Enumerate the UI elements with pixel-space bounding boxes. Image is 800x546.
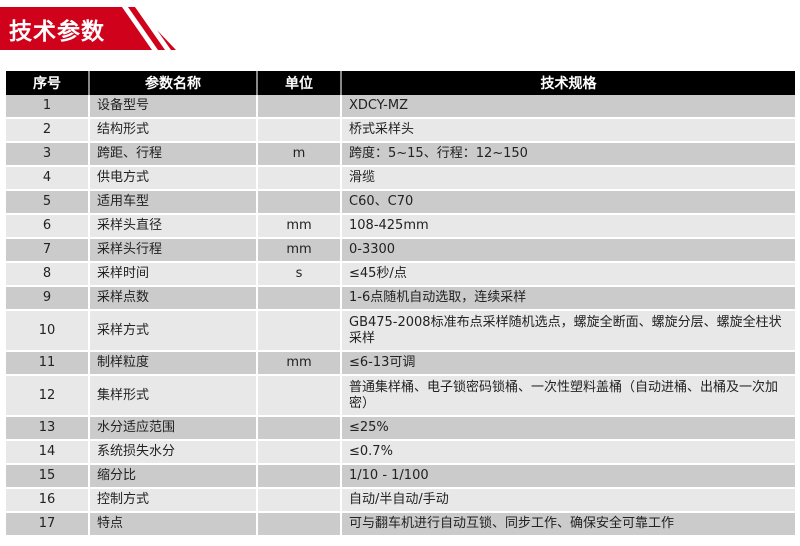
section-title: 技术参数 <box>9 19 105 45</box>
column-header: 技术规格 <box>341 71 795 95</box>
table-row: 10 采样方式 GB475-2008标准布点采样随机选点，螺旋全断面、螺旋分层、螺旋… <box>6 310 795 352</box>
param-name: 水分适应范围 <box>89 416 258 441</box>
table-row: 8 采样时间 s ≤45秒/点 <box>6 262 795 287</box>
table-row: 4 供电方式 滑缆 <box>6 166 795 191</box>
unit: m <box>257 142 342 167</box>
row-number: 6 <box>6 214 90 239</box>
param-name: 特点 <box>89 512 258 537</box>
table-row: 6 采样头直径 mm 108-425mm <box>6 214 795 239</box>
row-number: 10 <box>6 310 90 352</box>
spec-value: GB475-2008标准布点采样随机选点，螺旋全断面、螺旋分层、螺旋全柱状采样 <box>341 310 795 352</box>
param-name: 制样粒度 <box>89 351 258 376</box>
row-number: 17 <box>6 512 90 537</box>
spec-value: XDCY-MZ <box>341 95 795 119</box>
spec-value: 跨度：5~15、行程：12~150 <box>341 142 795 167</box>
spec-value: ≤6-13可调 <box>341 351 795 376</box>
table-row: 9 采样点数 1-6点随机自动选取，连续采样 <box>6 286 795 311</box>
unit <box>257 310 342 352</box>
spec-value: 1-6点随机自动选取，连续采样 <box>341 286 795 311</box>
spec-value: 普通集样桶、电子锁密码锁桶、一次性塑料盖桶（自动进桶、出桶及一次加密） <box>341 375 795 417</box>
param-name: 采样方式 <box>89 310 258 352</box>
param-name: 系统损失水分 <box>89 440 258 465</box>
table-row: 13 水分适应范围 ≤25% <box>6 416 795 441</box>
param-name: 跨距、行程 <box>89 142 258 167</box>
unit <box>257 118 342 143</box>
param-name: 结构形式 <box>89 118 258 143</box>
row-number: 15 <box>6 464 90 489</box>
row-number: 13 <box>6 416 90 441</box>
param-name: 采样时间 <box>89 262 258 287</box>
table-row: 16 控制方式 自动/半自动/手动 <box>6 488 795 513</box>
param-name: 适用车型 <box>89 190 258 215</box>
param-name: 设备型号 <box>89 95 258 119</box>
unit <box>257 512 342 537</box>
row-number: 3 <box>6 142 90 167</box>
spec-value: C60、C70 <box>341 190 795 215</box>
param-name: 采样点数 <box>89 286 258 311</box>
unit <box>257 286 342 311</box>
column-header: 参数名称 <box>89 71 258 95</box>
unit: mm <box>257 214 342 239</box>
table-row: 3 跨距、行程 m 跨度：5~15、行程：12~150 <box>6 142 795 167</box>
table-row: 1 设备型号 XDCY-MZ <box>6 95 795 119</box>
row-number: 2 <box>6 118 90 143</box>
row-number: 7 <box>6 238 90 263</box>
spec-table: 序号 参数名称 单位 技术规格 1 设备型号 XDCY-MZ 2 结构形式 桥式采样头 3 跨距、行… <box>6 71 795 537</box>
param-name: 采样头直径 <box>89 214 258 239</box>
spec-value: 桥式采样头 <box>341 118 795 143</box>
unit <box>257 166 342 191</box>
spec-value: 1/10 - 1/100 <box>341 464 795 489</box>
spec-value: 108-425mm <box>341 214 795 239</box>
row-number: 4 <box>6 166 90 191</box>
unit <box>257 95 342 119</box>
unit <box>257 375 342 417</box>
column-header: 单位 <box>257 71 342 95</box>
unit <box>257 416 342 441</box>
unit <box>257 488 342 513</box>
unit: mm <box>257 351 342 376</box>
param-name: 采样头行程 <box>89 238 258 263</box>
spec-value: 0-3300 <box>341 238 795 263</box>
param-name: 供电方式 <box>89 166 258 191</box>
table-row: 5 适用车型 C60、C70 <box>6 190 795 215</box>
table-row: 11 制样粒度 mm ≤6-13可调 <box>6 351 795 376</box>
column-header: 序号 <box>6 71 90 95</box>
spec-value: 自动/半自动/手动 <box>341 488 795 513</box>
unit: mm <box>257 238 342 263</box>
row-number: 1 <box>6 95 90 119</box>
param-name: 控制方式 <box>89 488 258 513</box>
row-number: 16 <box>6 488 90 513</box>
table-row: 7 采样头行程 mm 0-3300 <box>6 238 795 263</box>
spec-value: 可与翻车机进行自动互锁、同步工作、确保安全可靠工作 <box>341 512 795 537</box>
param-name: 缩分比 <box>89 464 258 489</box>
row-number: 14 <box>6 440 90 465</box>
unit: s <box>257 262 342 287</box>
banner-stripes-decoration <box>0 7 176 50</box>
spec-value: ≤0.7% <box>341 440 795 465</box>
row-number: 11 <box>6 351 90 376</box>
table-row: 15 缩分比 1/10 - 1/100 <box>6 464 795 489</box>
spec-value: ≤45秒/点 <box>341 262 795 287</box>
spec-value: 滑缆 <box>341 166 795 191</box>
row-number: 5 <box>6 190 90 215</box>
row-number: 9 <box>6 286 90 311</box>
row-number: 8 <box>6 262 90 287</box>
table-row: 14 系统损失水分 ≤0.7% <box>6 440 795 465</box>
spec-value: ≤25% <box>341 416 795 441</box>
table-row: 2 结构形式 桥式采样头 <box>6 118 795 143</box>
row-number: 12 <box>6 375 90 417</box>
param-name: 集样形式 <box>89 375 258 417</box>
section-banner: 技术参数 <box>0 7 176 50</box>
table-row: 17 特点 可与翻车机进行自动互锁、同步工作、确保安全可靠工作 <box>6 512 795 537</box>
unit <box>257 440 342 465</box>
unit <box>257 190 342 215</box>
table-row: 12 集样形式 普通集样桶、电子锁密码锁桶、一次性塑料盖桶（自动进桶、出桶及一次加密… <box>6 375 795 417</box>
unit <box>257 464 342 489</box>
